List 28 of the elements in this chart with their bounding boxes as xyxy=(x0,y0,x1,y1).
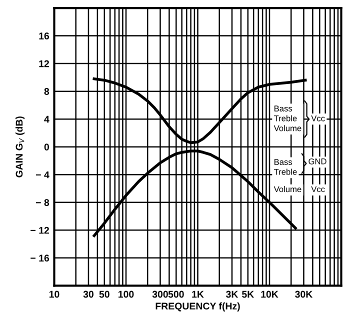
x-tick-label: 300 xyxy=(152,290,168,298)
x-tick-label: 10K xyxy=(261,290,278,298)
y-tick-label: 16 xyxy=(39,32,50,40)
annotation: Vcc xyxy=(311,116,325,122)
annotation: GND xyxy=(308,158,326,164)
x-tick-label: 30K xyxy=(295,290,313,298)
annotation: Vcc xyxy=(311,186,325,192)
x-tick-label: 1K xyxy=(192,290,204,298)
y-tick-label: 8 xyxy=(44,88,50,95)
y-tick-label: − 4 xyxy=(36,171,50,178)
x-axis-title: FREQUENCY f(Hz) xyxy=(156,302,240,312)
x-tick-label: 50 xyxy=(99,290,110,298)
x-tick-label: 500 xyxy=(168,290,184,298)
annotation: Volume xyxy=(274,186,302,192)
x-tick-label: 3K xyxy=(226,290,238,298)
y-tick-label: 0 xyxy=(44,144,49,150)
x-tick-label: 10 xyxy=(49,290,60,298)
y-tick-label: − 12 xyxy=(30,226,49,234)
annotation: Bass Treble xyxy=(274,159,297,175)
y-axis-title: GAIN G$_{V}$ (dB) xyxy=(16,116,25,178)
x-tick-label: 5K xyxy=(242,290,254,298)
y-tick-label: 4 xyxy=(44,116,50,123)
x-tick-label: 30 xyxy=(83,290,94,298)
y-tick-label: − 8 xyxy=(36,199,50,206)
x-tick-label: 100 xyxy=(118,290,134,298)
y-tick-label: − 16 xyxy=(30,254,50,262)
annotation: Bass Treble Volume xyxy=(274,106,302,132)
y-tick-label: 12 xyxy=(39,60,49,68)
